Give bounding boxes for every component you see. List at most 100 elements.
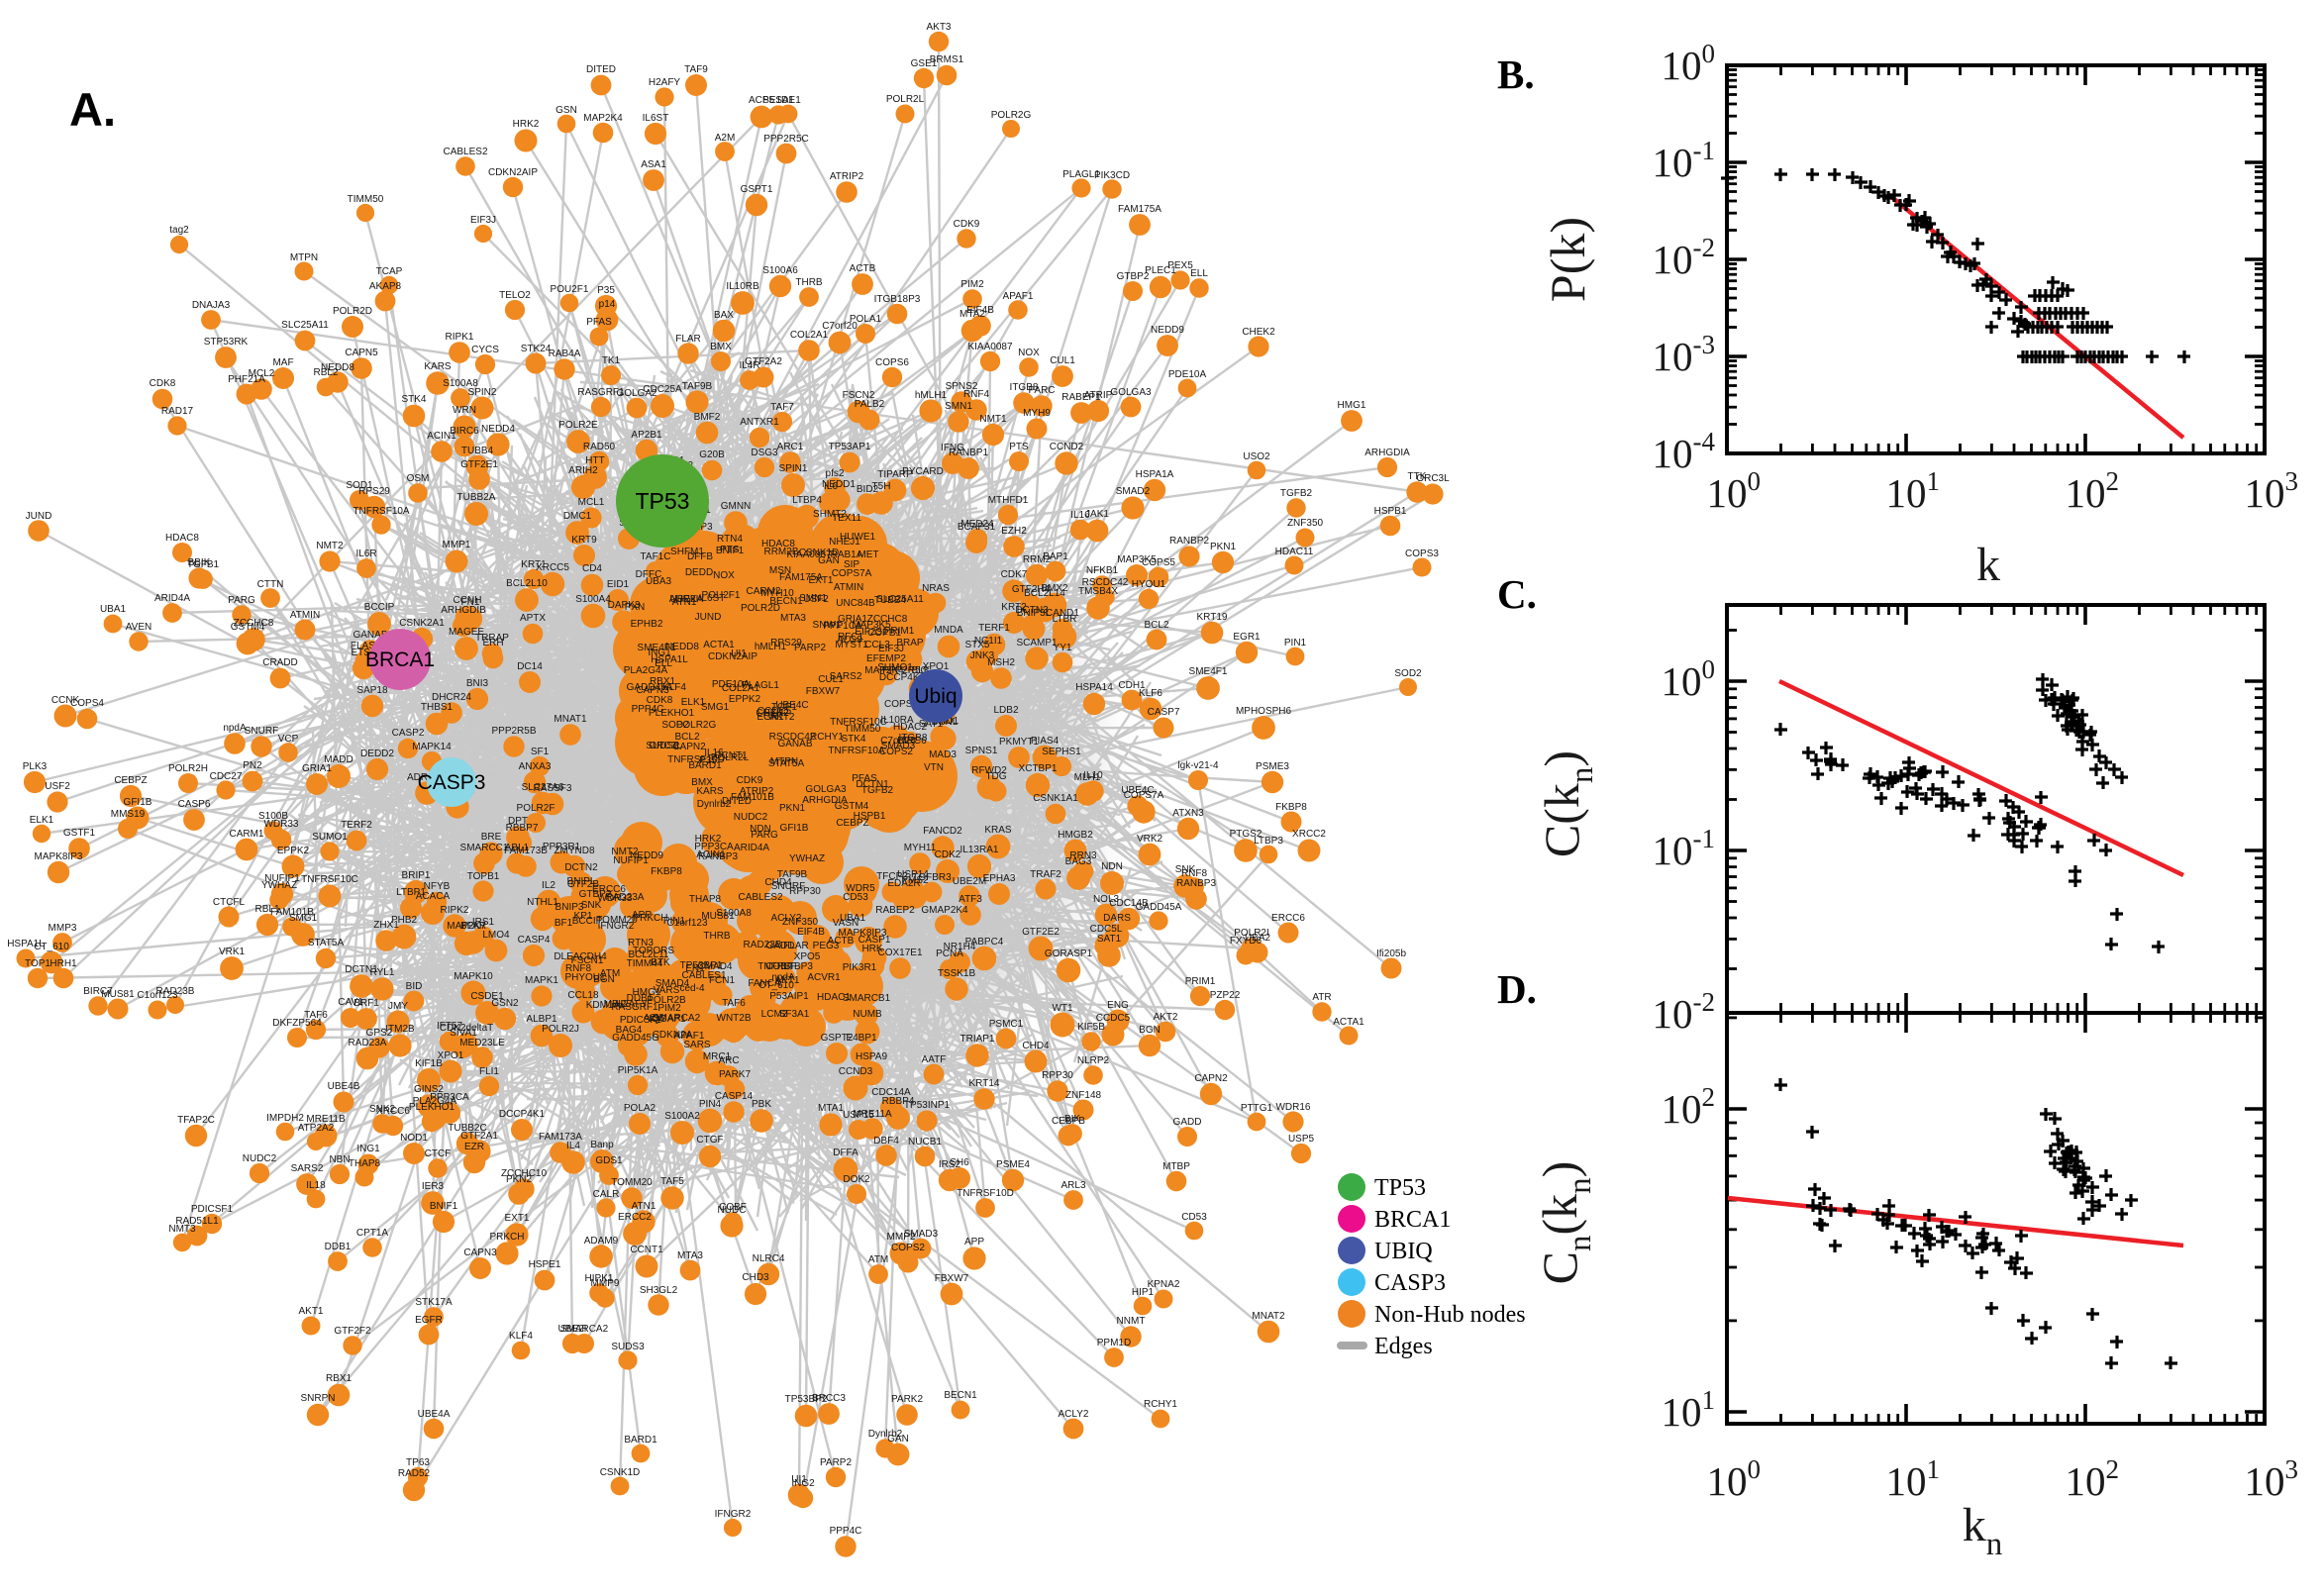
svg-text:CHEK2: CHEK2 [756,708,789,719]
svg-text:CHD4: CHD4 [1022,1041,1050,1051]
svg-text:CDK9: CDK9 [737,775,763,786]
svg-text:WDR16: WDR16 [1275,1102,1310,1113]
svg-text:D.: D. [1497,966,1537,1012]
svg-text:THAP8: THAP8 [689,894,722,905]
svg-text:CDK2: CDK2 [935,849,961,860]
svg-text:AKT2: AKT2 [1153,1012,1177,1023]
svg-text:RPP30: RPP30 [1042,1070,1073,1081]
svg-text:PIAS4: PIAS4 [1031,736,1060,747]
svg-text:TAF7: TAF7 [770,402,794,413]
svg-text:TGFB1: TGFB1 [187,559,220,570]
svg-text:TNFRSF10D: TNFRSF10D [957,1188,1014,1199]
svg-text:pfs2: pfs2 [826,468,845,479]
svg-text:MAP3K5: MAP3K5 [1117,554,1157,565]
svg-text:CSNK1D: CSNK1D [600,1467,641,1478]
svg-text:SME4F1: SME4F1 [1189,666,1228,677]
svg-text:MAPK14: MAPK14 [412,742,452,752]
svg-text:TP53: TP53 [636,488,690,514]
svg-text:DEDD2: DEDD2 [360,748,394,759]
svg-text:MTPN: MTPN [770,756,798,767]
svg-text:DFFB: DFFB [687,551,713,562]
svg-text:HMG1: HMG1 [1338,400,1366,411]
svg-text:IL6ST: IL6ST [699,593,726,604]
svg-text:IL6ST: IL6ST [643,113,669,124]
svg-text:PARG: PARG [228,595,255,606]
svg-text:HSPA1A: HSPA1A [1136,469,1174,480]
svg-text:H2AFY: H2AFY [649,77,681,88]
svg-text:PRIM1: PRIM1 [884,626,915,637]
svg-text:FKBP8: FKBP8 [651,866,682,877]
svg-text:MTPN: MTPN [290,252,318,263]
svg-text:HDAC8: HDAC8 [761,539,795,549]
svg-text:RANBP3: RANBP3 [698,851,738,862]
svg-text:PLAGL1: PLAGL1 [742,680,779,691]
svg-text:S100A8: S100A8 [443,378,478,389]
svg-text:XCTBP1: XCTBP1 [1019,763,1058,774]
svg-text:WRN: WRN [453,405,476,416]
svg-text:NMT3: NMT3 [168,1224,196,1235]
svg-text:POLR2F: POLR2F [517,803,556,814]
svg-text:FAM175A: FAM175A [779,572,823,583]
svg-text:BMF2: BMF2 [694,412,721,423]
svg-text:STK4: STK4 [841,734,865,745]
svg-text:TNFRSF10A: TNFRSF10A [353,506,410,517]
svg-text:BID: BID [406,981,423,992]
svg-text:BF1: BF1 [555,918,573,929]
svg-text:PIN4: PIN4 [699,1099,722,1110]
svg-text:RAD52: RAD52 [398,1468,431,1479]
svg-text:DNAJA3: DNAJA3 [192,300,231,311]
svg-text:TAF9B: TAF9B [682,381,713,392]
svg-text:TP53BP1: TP53BP1 [680,960,723,971]
svg-text:IMPDH2: IMPDH2 [266,1113,304,1124]
svg-text:GOLGA3: GOLGA3 [1110,387,1152,398]
svg-text:ERCC6: ERCC6 [1271,913,1305,924]
svg-text:CDK9: CDK9 [954,219,980,230]
svg-text:VRK1: VRK1 [219,947,246,957]
svg-text:FLI1: FLI1 [479,1066,499,1077]
svg-text:CAPN5: CAPN5 [345,348,378,358]
svg-text:RSCDC42: RSCDC42 [1082,577,1129,588]
svg-text:KRAS: KRAS [984,825,1012,836]
svg-text:ITGB18P3: ITGB18P3 [874,294,921,305]
svg-text:P35: P35 [597,285,615,296]
svg-text:MNAT1: MNAT1 [554,714,587,725]
svg-text:EPPK2: EPPK2 [277,846,310,856]
svg-text:NDN: NDN [1101,861,1123,872]
svg-text:SARS2: SARS2 [291,1163,324,1174]
svg-text:TRAF2: TRAF2 [1030,869,1061,880]
svg-text:NMT2: NMT2 [316,541,344,551]
svg-text:PIK3R1: PIK3R1 [843,962,877,973]
svg-text:RAD17: RAD17 [161,406,194,417]
svg-text:ZNF148: ZNF148 [1065,1090,1102,1101]
svg-text:DARS: DARS [1103,913,1131,924]
svg-text:RIPK1: RIPK1 [446,332,474,343]
svg-text:ATF3: ATF3 [959,894,982,905]
svg-text:KLF6: KLF6 [1139,688,1162,699]
svg-text:RIPK2: RIPK2 [441,905,469,916]
svg-text:PDICSF1: PDICSF1 [191,1204,234,1215]
svg-text:MRE11A: MRE11A [853,1109,892,1120]
svg-text:SH6: SH6 [950,1157,969,1168]
svg-text:OSM: OSM [407,473,430,484]
svg-text:USP14: USP14 [897,869,929,880]
svg-text:GTF2A1: GTF2A1 [460,1131,498,1142]
svg-text:MMP3: MMP3 [49,923,77,934]
svg-text:TCAP: TCAP [376,266,403,277]
svg-text:CCND2: CCND2 [1050,442,1084,452]
svg-text:NUDC2: NUDC2 [734,812,768,823]
svg-text:ARHGDIB: ARHGDIB [441,605,486,616]
svg-text:IFNGR2: IFNGR2 [715,1509,752,1520]
svg-text:YY1: YY1 [1054,643,1072,653]
svg-text:SAT1: SAT1 [1097,934,1122,945]
svg-text:MMS19: MMS19 [111,809,146,820]
svg-text:CAPN3: CAPN3 [463,1247,497,1258]
svg-text:TAF9: TAF9 [684,64,708,75]
svg-text:CASP2: CASP2 [392,728,425,739]
svg-text:FLAR: FLAR [675,334,701,345]
svg-text:TK1: TK1 [602,355,621,366]
svg-text:COBF: COBF [719,1202,747,1213]
svg-text:KIAA0087: KIAA0087 [967,342,1012,352]
svg-text:DOK2: DOK2 [843,1174,870,1185]
svg-text:FBXW7: FBXW7 [935,1273,969,1284]
svg-text:PIN1: PIN1 [1284,638,1307,648]
